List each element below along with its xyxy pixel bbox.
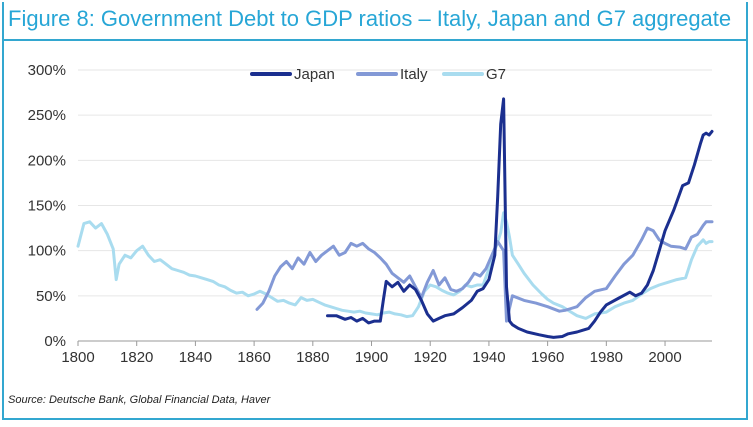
x-tick-label: 2000 — [648, 349, 681, 366]
x-axis-ticks: 1800 1820 1840 1860 1880 1900 1920 1940 1960 1980… — [61, 341, 682, 366]
figure-frame — [2, 2, 748, 420]
legend-label-italy: Italy — [400, 66, 428, 83]
y-axis-ticks: 0% 50% 100% 150% 200% 250% 300% — [28, 62, 66, 350]
x-tick-label: 1960 — [531, 349, 564, 366]
y-tick-label: 100% — [28, 243, 66, 260]
y-tick-label: 50% — [36, 288, 66, 305]
x-tick-label: 1840 — [179, 349, 212, 366]
x-tick-label: 1800 — [61, 349, 94, 366]
series-line-italy — [255, 220, 714, 323]
legend: Japan Italy G7 — [250, 66, 506, 83]
legend-label-g7: G7 — [486, 66, 506, 83]
y-tick-label: 200% — [28, 152, 66, 169]
x-tick-label: 1900 — [355, 349, 388, 366]
y-tick-label: 0% — [44, 333, 66, 350]
gridlines — [78, 69, 712, 297]
x-tick-label: 1820 — [120, 349, 153, 366]
x-tick-label: 1880 — [296, 349, 329, 366]
series-line-g7 — [76, 211, 714, 320]
source-note: Source: Deutsche Bank, Global Financial … — [8, 394, 271, 406]
y-tick-label: 300% — [28, 62, 66, 79]
x-tick-label: 1860 — [237, 349, 270, 366]
y-tick-label: 250% — [28, 107, 66, 124]
x-tick-label: 1940 — [472, 349, 505, 366]
plot-area — [76, 97, 714, 339]
x-tick-label: 1920 — [414, 349, 447, 366]
title-divider — [4, 39, 746, 41]
series-line-japan — [326, 97, 714, 339]
x-tick-label: 1980 — [590, 349, 623, 366]
legend-label-japan: Japan — [294, 66, 335, 83]
chart-title: Figure 8: Government Debt to GDP ratios … — [8, 6, 732, 31]
y-tick-label: 150% — [28, 198, 66, 215]
